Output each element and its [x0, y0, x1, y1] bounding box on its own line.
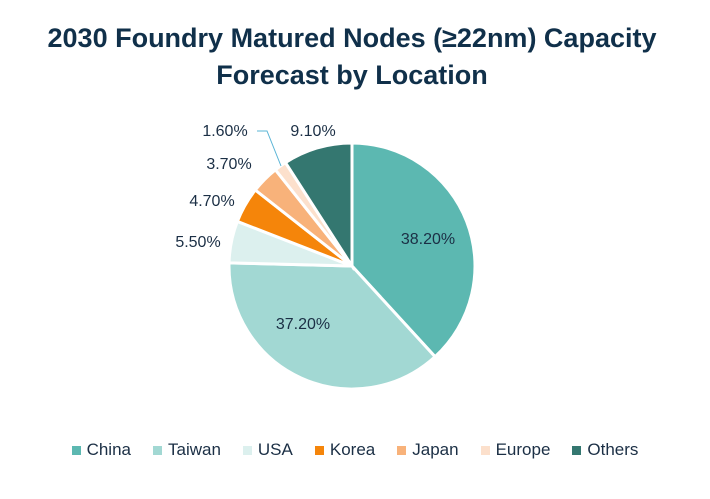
chart-title: 2030 Foundry Matured Nodes (≥22nm) Capac… [47, 23, 657, 90]
data-label-europe: 1.60% [202, 123, 247, 140]
legend-item-others: Others [572, 440, 638, 460]
slice-china [350, 141, 477, 359]
legend: China Taiwan USA Korea Japan Europe Others [0, 440, 710, 460]
legend-swatch [152, 445, 162, 455]
legend-label: Japan [412, 440, 459, 459]
slice-taiwan [227, 261, 438, 391]
legend-swatch [397, 445, 407, 455]
legend-label: Korea [329, 440, 376, 459]
data-label-usa: 5.50% [175, 234, 220, 251]
legend-swatch [480, 445, 490, 455]
data-label-japan: 3.70% [206, 156, 251, 173]
slice-others [283, 141, 354, 272]
leader-line-europe [257, 130, 282, 167]
legend-item-taiwan: Taiwan [152, 440, 221, 460]
legend-item-europe: Europe [480, 440, 551, 460]
data-label-china: 38.20% [401, 231, 455, 248]
legend-label: Taiwan [167, 440, 221, 459]
legend-swatch [572, 445, 582, 455]
data-label-taiwan: 37.20% [276, 316, 330, 333]
legend-item-korea: Korea [314, 440, 376, 460]
legend-item-japan: Japan [397, 440, 459, 460]
legend-swatch [242, 445, 252, 455]
data-label-korea: 4.70% [189, 193, 234, 210]
legend-label: USA [257, 440, 293, 459]
legend-item-china: China [71, 440, 131, 460]
legend-label: Europe [495, 440, 551, 459]
legend-item-usa: USA [242, 440, 293, 460]
legend-swatch [71, 445, 81, 455]
data-label-others: 9.10% [290, 123, 335, 140]
legend-label: Others [587, 440, 639, 459]
legend-swatch [314, 445, 324, 455]
legend-label: China [86, 440, 131, 459]
